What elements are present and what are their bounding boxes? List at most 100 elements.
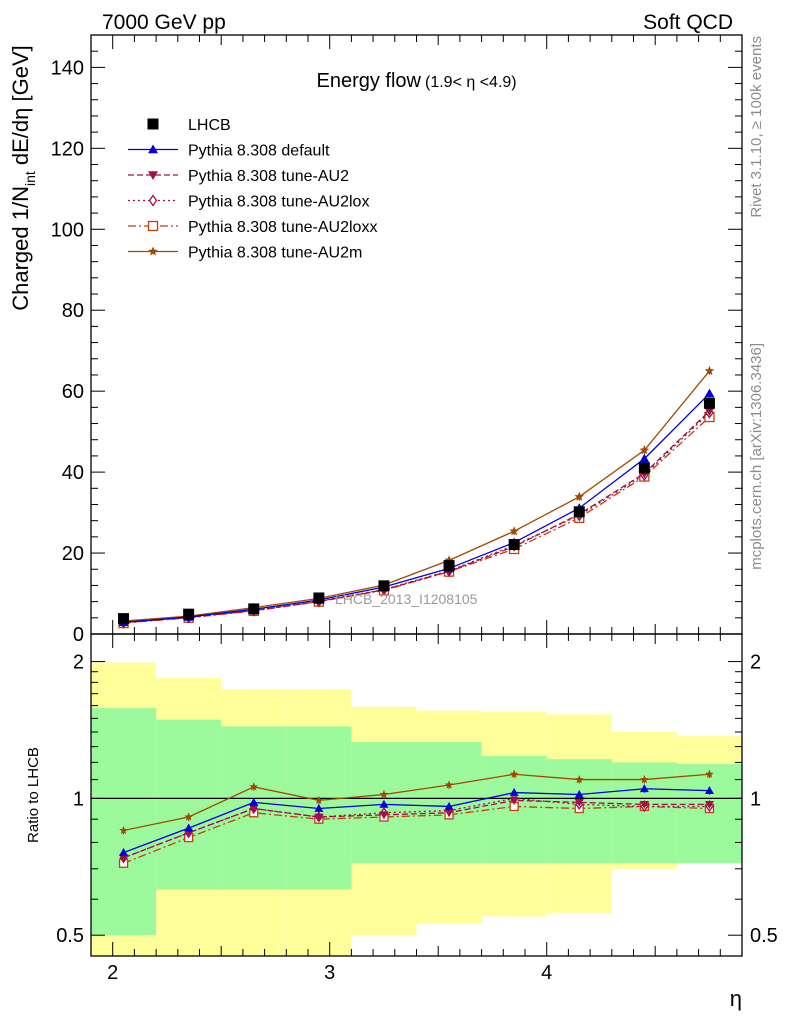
data-point (640, 775, 649, 784)
y-tick-label: 40 (62, 462, 84, 484)
legend-entry: Pythia 8.308 tune-AU2lox (128, 194, 369, 211)
legend-entry: LHCB (147, 117, 231, 134)
data-point (703, 397, 715, 409)
legend: LHCB Pythia 8.308 default Pythia 8.308 tun… (128, 117, 377, 262)
rivet-version-label: Rivet 3.1.10, ≥ 100k events (748, 36, 765, 218)
data-point (574, 491, 585, 501)
series-line (123, 773, 710, 832)
data-point (704, 407, 715, 416)
ratio-band-inner-bin (676, 764, 742, 864)
legend-entry: Pythia 8.308 tune-AU2m (128, 245, 362, 262)
data-point (639, 784, 649, 793)
mcplots-label: mcplots.cern.ch [arXiv:1306.3436] (748, 343, 765, 570)
y-tick-label: 20 (62, 543, 84, 565)
legend-marker (148, 246, 158, 256)
legend-entry: Pythia 8.308 default (128, 143, 330, 160)
series-line (123, 416, 710, 624)
y-tick-label: 60 (62, 381, 84, 403)
data-point (704, 365, 715, 375)
data-point (573, 506, 585, 518)
legend-marker (148, 194, 158, 207)
data-point (509, 797, 519, 805)
y-tick-label: 80 (62, 300, 84, 322)
ratio-band-inner-bin (91, 708, 157, 936)
data-point (248, 603, 260, 615)
legend-marker (147, 220, 159, 232)
main-series-lhcb (118, 397, 715, 625)
ratio-y-tick-label-right: 1 (750, 788, 761, 810)
data-point (249, 805, 259, 814)
data-point (574, 775, 584, 784)
legend-label: Pythia 8.308 tune-AU2m (188, 245, 362, 262)
data-point (249, 797, 259, 806)
data-point (574, 799, 584, 807)
main-ylabel: Charged 1/Nint dE/dη [GeV] (8, 45, 38, 311)
data-point (184, 823, 194, 832)
data-point (705, 769, 714, 778)
main-series-pythia-8-308-tune-au2m (118, 365, 715, 626)
data-point (638, 462, 650, 474)
analysis-watermark: LHCB_2013_I1208105 (335, 591, 478, 607)
data-point (314, 795, 324, 805)
data-point (444, 801, 454, 810)
ratio-y-tick-label: 2 (73, 652, 84, 674)
ratio-series-pythia-8-308-default (119, 784, 714, 857)
y-tick-label: 120 (51, 138, 84, 160)
series-line (123, 393, 710, 623)
ratio-y-tick-label: 1 (73, 788, 84, 810)
data-point (249, 782, 259, 791)
data-point (314, 804, 324, 812)
data-point (313, 592, 325, 604)
data-point (379, 811, 389, 820)
y-tick-label: 140 (51, 57, 84, 79)
ratio-series-pythia-8-308-tune-au2m (119, 769, 714, 835)
data-point (443, 560, 455, 572)
x-tick-label: 2 (107, 962, 118, 984)
data-point (639, 453, 650, 463)
x-tick-label: 3 (324, 962, 335, 984)
ratio-y-tick-label-right: 2 (750, 652, 761, 674)
series-line (123, 370, 710, 622)
main-plot-series (118, 365, 715, 629)
series-line (123, 788, 710, 854)
data-point (184, 812, 193, 821)
x-tick-label: 4 (541, 962, 552, 984)
data-point (508, 539, 520, 551)
data-point (509, 788, 519, 796)
data-point (574, 789, 584, 798)
xlabel: η (730, 986, 742, 1011)
legend-label: Pythia 8.308 tune-AU2lox (188, 194, 369, 211)
ratio-y-tick-label-right: 0.5 (750, 925, 778, 947)
y-tick-label: 0 (73, 624, 84, 646)
legend-entry: Pythia 8.308 tune-AU2 (128, 168, 349, 185)
data-point (379, 789, 389, 799)
legend-marker (147, 118, 159, 130)
legend-marker (148, 144, 158, 154)
legend-label: Pythia 8.308 tune-AU2 (188, 168, 349, 185)
legend-entry: Pythia 8.308 tune-AU2loxx (128, 219, 377, 236)
legend-marker (148, 171, 158, 180)
data-point (704, 786, 714, 795)
data-point (119, 825, 128, 835)
plot-title: Energy flow (317, 70, 422, 92)
data-point (379, 799, 389, 808)
series-line (123, 799, 710, 859)
legend-label: Pythia 8.308 default (188, 143, 330, 160)
data-point (509, 769, 519, 778)
main-plot-axes: 0 20 40 60 80 100 120 140 (51, 34, 743, 646)
ratio-band-inner-bin (156, 719, 222, 890)
data-point (509, 526, 519, 536)
data-point (118, 613, 130, 625)
data-point (119, 848, 129, 856)
y-tick-label: 100 (51, 219, 84, 241)
series-line (123, 412, 710, 624)
data-point (444, 809, 454, 818)
plot-title-range: (1.9< η <4.9) (425, 74, 517, 91)
data-point (314, 813, 324, 822)
collision-label: 7000 GeV pp (102, 11, 226, 34)
data-point (183, 608, 195, 620)
process-label: Soft QCD (643, 11, 733, 34)
series-line (123, 805, 710, 864)
ratio-ylabel: Ratio to LHCB (25, 747, 42, 843)
